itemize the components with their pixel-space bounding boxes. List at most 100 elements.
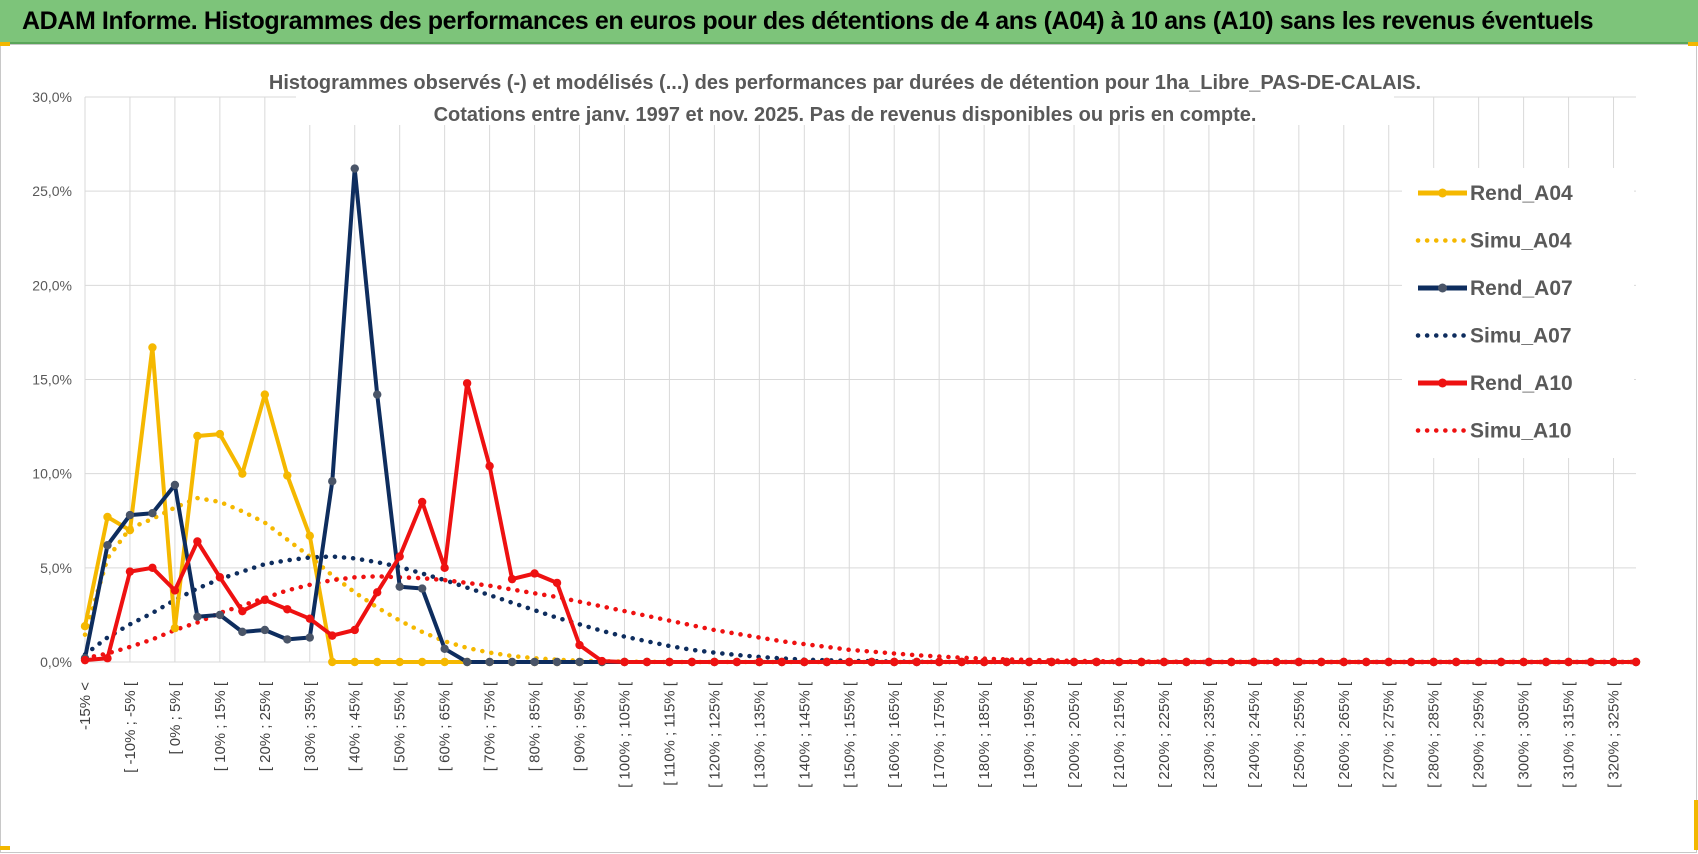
data-point-rend_a10 <box>1047 657 1056 667</box>
data-point-rend_a07 <box>485 657 494 667</box>
legend-marker <box>1438 188 1447 198</box>
data-point-rend_a10 <box>822 657 831 667</box>
data-point-rend_a07 <box>125 510 135 520</box>
series-line-rend_a10 <box>84 381 1636 664</box>
x-tick-label: [ 290% ; 295% [ <box>1471 681 1488 788</box>
x-tick-label: [ 300% ; 305% [ <box>1516 681 1533 788</box>
data-point-rend_a04 <box>350 657 359 667</box>
data-point-rend_a10 <box>485 461 494 471</box>
data-point-rend_a04 <box>260 390 270 399</box>
legend-label-simu_a07: Simu_A07 <box>1470 325 1572 348</box>
series-line-simu_a04 <box>82 495 1639 665</box>
data-point-rend_a04 <box>373 657 382 667</box>
data-point-rend_a10 <box>957 657 966 667</box>
data-point-rend_a07 <box>575 657 584 667</box>
x-tick-label: [ 60% ; 65% [ <box>437 681 454 771</box>
data-point-rend_a10 <box>1272 657 1281 667</box>
data-point-rend_a10 <box>1294 657 1304 667</box>
data-point-rend_a10 <box>1204 657 1214 667</box>
data-point-rend_a10 <box>1362 657 1371 667</box>
x-tick-label: [ 160% ; 165% [ <box>886 681 903 788</box>
data-point-rend_a07 <box>507 657 517 667</box>
data-point-rend_a10 <box>462 379 472 388</box>
legend-label-simu_a04: Simu_A04 <box>1470 230 1572 253</box>
legend-label-rend_a07: Rend_A07 <box>1470 277 1573 300</box>
x-tick-label: [ 0% ; 5% [ <box>167 681 184 754</box>
series-lines <box>82 166 1639 665</box>
data-point-rend_a10 <box>1631 657 1641 667</box>
data-point-rend_a10 <box>1429 657 1438 667</box>
data-point-rend_a10 <box>890 657 899 667</box>
legend: Rend_A04 Simu_A04 Rend_A07 Simu_A07 Rend_A10… <box>1402 168 1634 458</box>
x-tick-label: [ 110% ; 115% [ <box>661 681 678 786</box>
data-point-rend_a07 <box>328 477 337 486</box>
data-point-rend_a10 <box>597 656 607 666</box>
y-axis-ticks: 0,0% 5,0% 10,0% 15,0% 20,0% 25,0% 30,0% <box>32 89 72 670</box>
legend-label-rend_a10: Rend_A10 <box>1470 372 1573 395</box>
data-point-rend_a10 <box>193 537 202 546</box>
data-point-rend_a04 <box>170 623 180 633</box>
data-point-rend_a10 <box>1496 657 1506 667</box>
data-point-rend_a04 <box>148 343 157 352</box>
data-point-rend_a10 <box>260 595 270 605</box>
data-point-rend_a04 <box>125 525 135 535</box>
data-point-rend_a07 <box>215 610 225 620</box>
data-point-rend_a10 <box>238 606 247 616</box>
x-tick-label: [ 140% ; 145% [ <box>796 681 813 788</box>
data-point-rend_a07 <box>170 480 180 490</box>
x-tick-label: [ 20% ; 25% [ <box>257 681 274 771</box>
data-point-rend_a10 <box>1114 657 1124 667</box>
x-tick-label: [ 220% ; 225% [ <box>1156 681 1173 788</box>
legend-label-simu_a10: Simu_A10 <box>1470 420 1572 443</box>
data-point-rend_a07 <box>238 627 247 637</box>
data-point-rend_a10 <box>148 563 157 573</box>
x-tick-label: [ 170% ; 175% [ <box>931 681 948 788</box>
data-point-rend_a07 <box>260 625 270 635</box>
x-tick-label: [ 310% ; 315% [ <box>1561 681 1578 788</box>
y-tick-label: 5,0% <box>40 560 72 576</box>
data-point-rend_a10 <box>1024 657 1034 667</box>
data-point-rend_a07 <box>305 633 314 642</box>
data-point-rend_a10 <box>1541 657 1551 667</box>
corner-mark-top-right <box>1688 42 1698 46</box>
x-tick-label: [ 30% ; 35% [ <box>302 681 319 771</box>
data-point-rend_a10 <box>103 654 112 663</box>
data-point-rend_a07 <box>417 584 427 593</box>
x-tick-label: [ 320% ; 325% [ <box>1606 681 1623 788</box>
corner-mark-bottom-right <box>1694 800 1698 850</box>
data-point-rend_a10 <box>620 657 629 667</box>
gridlines <box>84 96 1636 663</box>
data-point-rend_a10 <box>80 655 90 665</box>
data-point-rend_a10 <box>350 625 359 635</box>
data-point-rend_a10 <box>777 657 787 667</box>
data-point-rend_a10 <box>552 578 562 588</box>
data-point-rend_a10 <box>305 614 314 623</box>
y-tick-label: 15,0% <box>32 372 72 388</box>
data-point-rend_a10 <box>328 631 337 640</box>
data-point-rend_a10 <box>215 573 225 582</box>
data-point-rend_a10 <box>395 552 404 561</box>
data-point-rend_a10 <box>867 657 876 667</box>
x-tick-label: [ 240% ; 245% [ <box>1246 681 1263 788</box>
y-tick-label: 10,0% <box>32 466 72 482</box>
x-tick-label: [ 250% ; 255% [ <box>1291 681 1308 788</box>
legend-marker <box>1438 283 1447 293</box>
x-tick-label: [ 230% ; 235% [ <box>1201 681 1218 788</box>
data-point-rend_a04 <box>395 657 404 667</box>
data-point-rend_a07 <box>193 612 202 621</box>
chart-title-line-1: Histogrammes observés (-) et modélisés (… <box>269 72 1421 94</box>
data-point-rend_a07 <box>283 635 292 644</box>
data-point-rend_a04 <box>305 531 314 541</box>
data-point-rend_a10 <box>507 574 517 584</box>
data-point-rend_a07 <box>440 644 449 654</box>
x-tick-label: [ 270% ; 275% [ <box>1381 681 1398 788</box>
x-tick-label: [ 150% ; 155% [ <box>841 681 858 788</box>
data-point-rend_a10 <box>934 657 944 667</box>
data-point-rend_a07 <box>103 541 112 550</box>
data-point-rend_a07 <box>530 657 539 667</box>
y-tick-label: 30,0% <box>32 89 72 105</box>
data-point-rend_a10 <box>1407 657 1416 667</box>
y-tick-label: 0,0% <box>40 654 72 670</box>
x-tick-label: [ 180% ; 185% [ <box>976 681 993 788</box>
